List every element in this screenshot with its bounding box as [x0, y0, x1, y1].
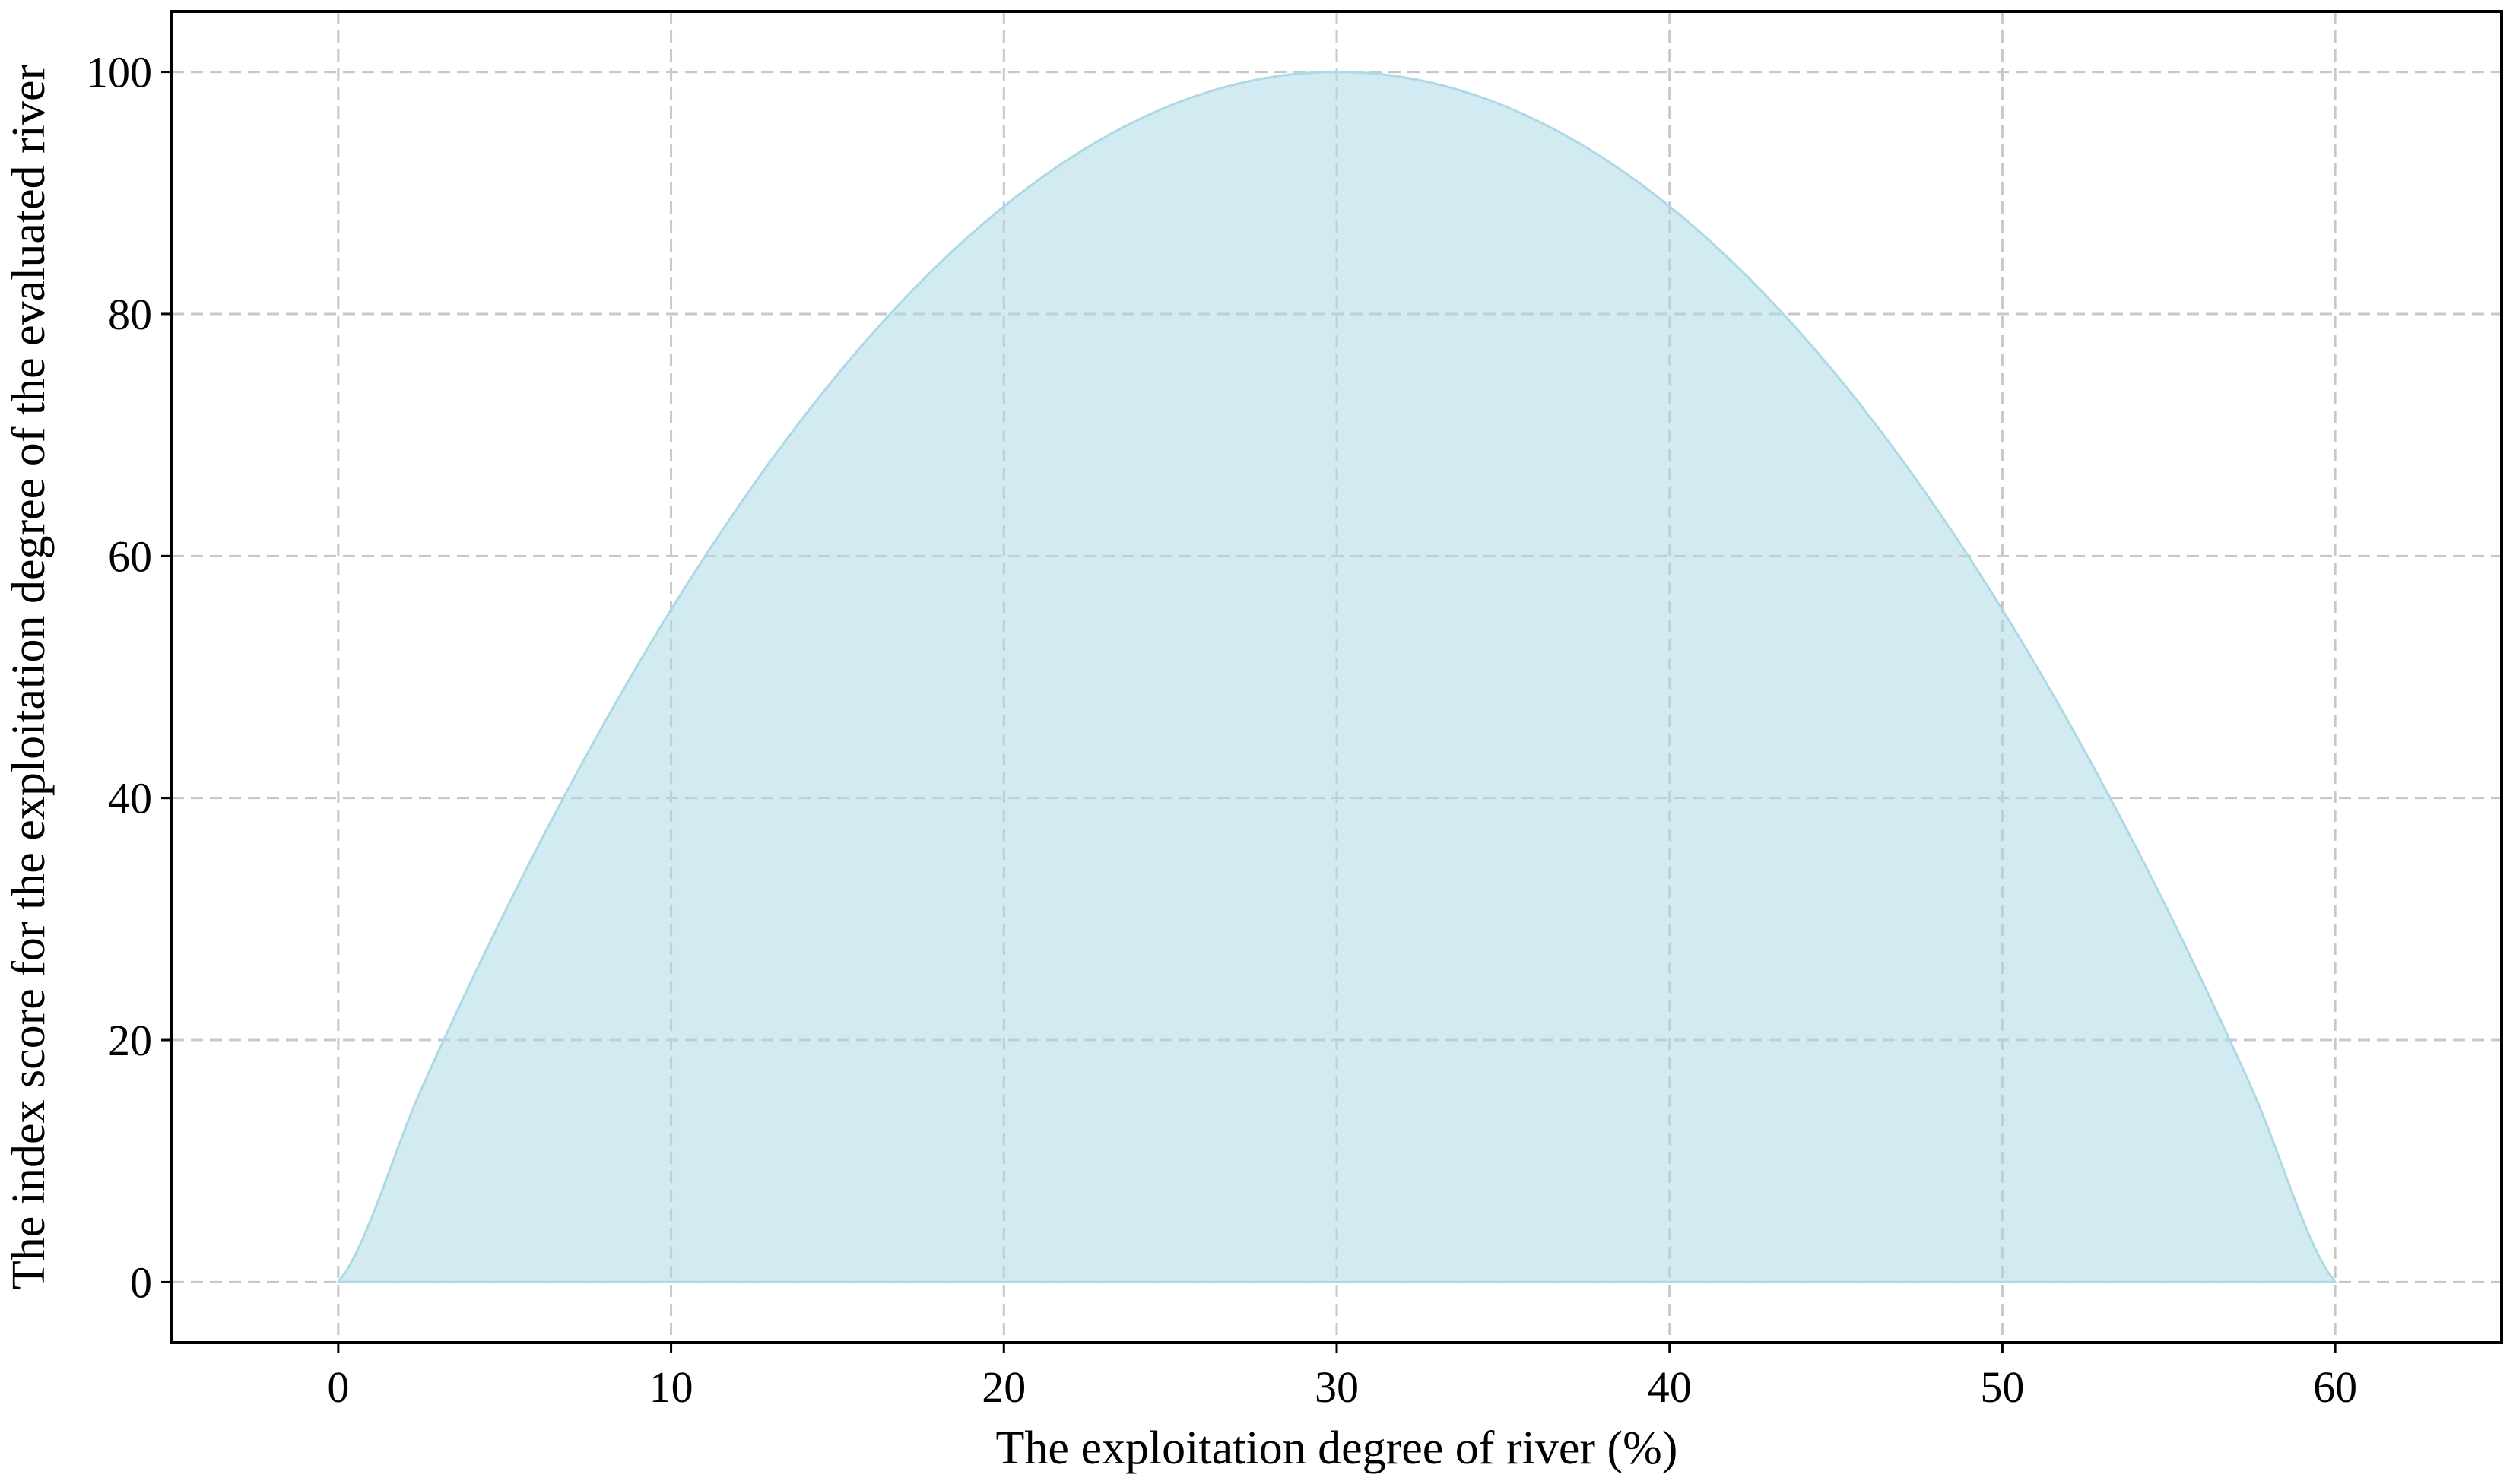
x-tick-labels: 0 10 20 30 40 50 60: [327, 1362, 2357, 1412]
x-tick-label: 50: [1980, 1362, 2024, 1412]
y-tick-label: 100: [86, 48, 152, 97]
x-tick-label: 60: [2313, 1362, 2357, 1412]
x-tick-label: 10: [649, 1362, 693, 1412]
x-tick-label: 40: [1648, 1362, 1692, 1412]
y-tick-label: 0: [130, 1257, 152, 1307]
plot-area: [335, 71, 2338, 1283]
y-axis-title: The index score for the exploitation deg…: [3, 64, 55, 1289]
axis-ticks: [161, 71, 2337, 1353]
y-tick-label: 80: [108, 290, 152, 339]
y-tick-labels: 0 20 40 60 80 100: [86, 48, 152, 1308]
y-tick-label: 40: [108, 774, 152, 823]
x-tick-label: 20: [982, 1362, 1026, 1412]
x-axis-title: The exploitation degree of river (%): [996, 1422, 1678, 1474]
y-tick-label: 60: [108, 531, 152, 581]
x-tick-label: 30: [1315, 1362, 1359, 1412]
filled-area: [335, 71, 2338, 1283]
x-tick-label: 0: [327, 1362, 349, 1412]
y-tick-label: 20: [108, 1016, 152, 1065]
